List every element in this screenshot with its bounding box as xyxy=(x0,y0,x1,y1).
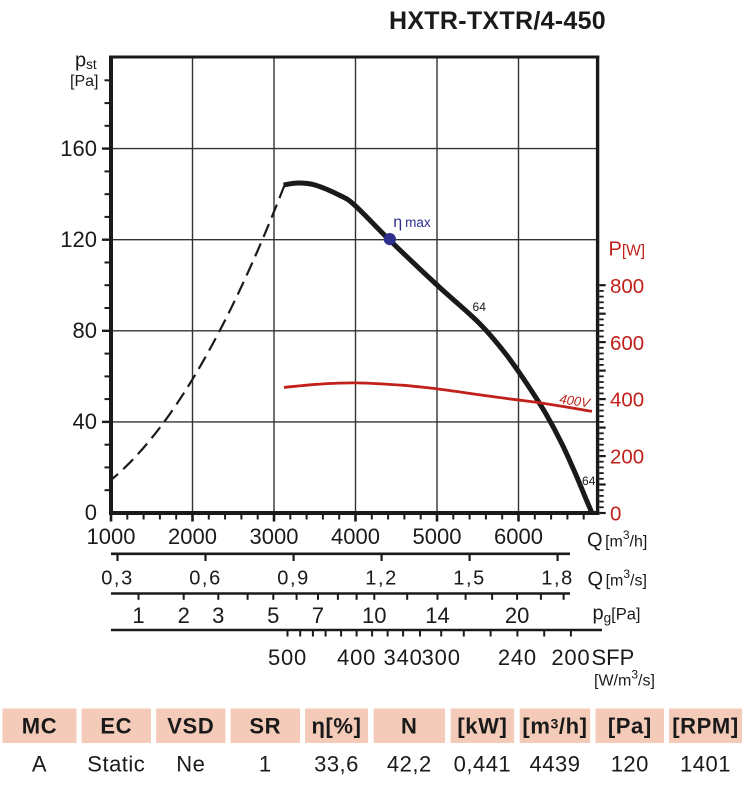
svg-text:1,2: 1,2 xyxy=(365,568,398,590)
svg-text:5: 5 xyxy=(267,603,279,628)
svg-text:1: 1 xyxy=(132,603,144,628)
svg-text:400V: 400V xyxy=(559,391,593,411)
svg-text:42,2: 42,2 xyxy=(387,752,432,777)
svg-text:4000: 4000 xyxy=(331,524,380,549)
svg-text:20: 20 xyxy=(505,603,529,628)
svg-text:Q[m3/h]: Q [m3/h] xyxy=(587,528,647,552)
svg-text:80: 80 xyxy=(73,318,97,343)
svg-text:HXTR-TXTR/4-450: HXTR-TXTR/4-450 xyxy=(389,7,606,35)
svg-text:6000: 6000 xyxy=(494,524,543,549)
svg-text:[W/m3/s]: [W/m3/s] xyxy=(594,667,655,689)
svg-text:120: 120 xyxy=(611,752,649,777)
svg-text:EC: EC xyxy=(100,714,132,739)
svg-text:33,6: 33,6 xyxy=(314,752,359,777)
svg-text:[Pa]: [Pa] xyxy=(608,714,652,739)
svg-text:1401: 1401 xyxy=(680,752,731,777)
svg-text:3: 3 xyxy=(212,603,224,628)
svg-text:1,8: 1,8 xyxy=(541,568,574,590)
svg-text:5000: 5000 xyxy=(413,524,462,549)
svg-text:300: 300 xyxy=(422,645,461,670)
svg-text:200: 200 xyxy=(551,645,590,670)
svg-text:N: N xyxy=(401,714,418,739)
svg-text:VSD: VSD xyxy=(167,714,214,739)
svg-text:10: 10 xyxy=(362,603,386,628)
svg-text:160: 160 xyxy=(60,136,97,161)
svg-text:0: 0 xyxy=(610,503,621,526)
svg-text:Ne: Ne xyxy=(176,752,205,777)
svg-text:340: 340 xyxy=(384,645,423,670)
svg-text:pg[Pa]: pg[Pa] xyxy=(593,602,641,625)
svg-text:0: 0 xyxy=(85,500,97,525)
svg-text:400: 400 xyxy=(337,645,376,670)
svg-text:800: 800 xyxy=(610,275,644,298)
svg-text:240: 240 xyxy=(498,645,537,670)
svg-text:SFP: SFP xyxy=(592,645,635,670)
svg-text:[Pa]: [Pa] xyxy=(70,73,98,90)
svg-text:1000: 1000 xyxy=(87,524,136,549)
svg-text:200: 200 xyxy=(610,446,644,469)
svg-text:Q[m3/s]: Q [m3/s] xyxy=(588,567,647,591)
svg-text:1: 1 xyxy=(259,752,272,777)
svg-text:[RPM]: [RPM] xyxy=(672,714,739,739)
svg-text:0,9: 0,9 xyxy=(277,568,310,590)
svg-text:2: 2 xyxy=(178,603,190,628)
svg-text:600: 600 xyxy=(610,332,644,355)
svg-text:0,3: 0,3 xyxy=(101,568,134,590)
svg-text:500: 500 xyxy=(268,645,307,670)
svg-text:7: 7 xyxy=(312,603,324,628)
svg-text:3000: 3000 xyxy=(250,524,299,549)
svg-text:4439: 4439 xyxy=(530,752,581,777)
svg-text:SR: SR xyxy=(249,714,281,739)
svg-text:400: 400 xyxy=(610,389,644,412)
svg-text:120: 120 xyxy=(60,227,97,252)
svg-text:[m3/h]: [m3/h] xyxy=(522,714,587,739)
svg-text:0,6: 0,6 xyxy=(189,568,222,590)
svg-text:0,441: 0,441 xyxy=(454,752,512,777)
svg-text:2000: 2000 xyxy=(168,524,217,549)
svg-text:64: 64 xyxy=(582,474,596,488)
svg-text:14: 14 xyxy=(425,603,449,628)
svg-text:A: A xyxy=(32,752,47,777)
svg-text:40: 40 xyxy=(73,409,97,434)
svg-text:Static: Static xyxy=(87,752,145,777)
svg-text:MC: MC xyxy=(22,714,57,739)
svg-text:64: 64 xyxy=(473,300,487,314)
svg-text:1,5: 1,5 xyxy=(453,568,486,590)
svg-text:η[%]: η[%] xyxy=(311,714,361,739)
svg-text:P[W]: P[W] xyxy=(609,239,646,261)
svg-text:[kW]: [kW] xyxy=(457,714,507,739)
